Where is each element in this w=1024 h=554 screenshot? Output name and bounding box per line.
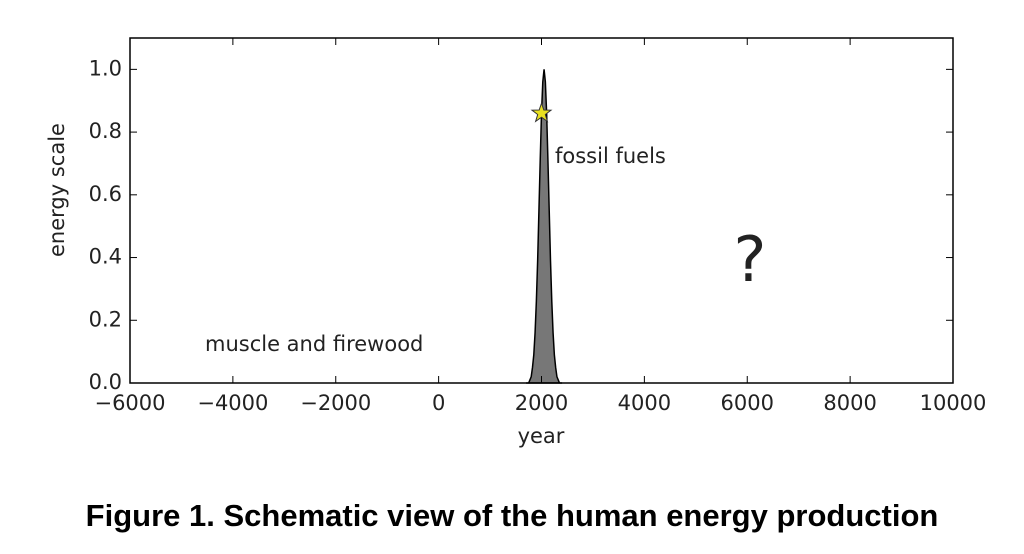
x-tick-label: 6000 [721,391,774,415]
x-tick-label: 2000 [515,391,568,415]
x-tick-label: −2000 [300,391,371,415]
annotation: fossil fuels [555,144,666,168]
annotation: muscle and firewood [205,332,423,356]
y-tick-label: 0.0 [89,370,122,394]
area [526,69,563,384]
y-tick-label: 0.6 [89,182,122,206]
x-axis-label: year [518,424,565,448]
x-tick-label: −6000 [94,391,165,415]
x-tick-label: −4000 [197,391,268,415]
y-tick-label: 1.0 [89,56,122,80]
x-tick-label: 8000 [823,391,876,415]
x-tick-label: 0 [432,391,445,415]
caption: Figure 1. Schematic view of the human en… [86,498,939,533]
marker [530,101,553,123]
x-tick-label: 10000 [920,391,987,415]
x-tick-label: 4000 [618,391,671,415]
annotation: ? [734,223,767,296]
y-axis-label: energy scale [45,123,69,257]
y-tick-label: 0.4 [89,245,122,269]
y-tick-label: 0.2 [89,307,122,331]
y-tick-label: 0.8 [89,119,122,143]
